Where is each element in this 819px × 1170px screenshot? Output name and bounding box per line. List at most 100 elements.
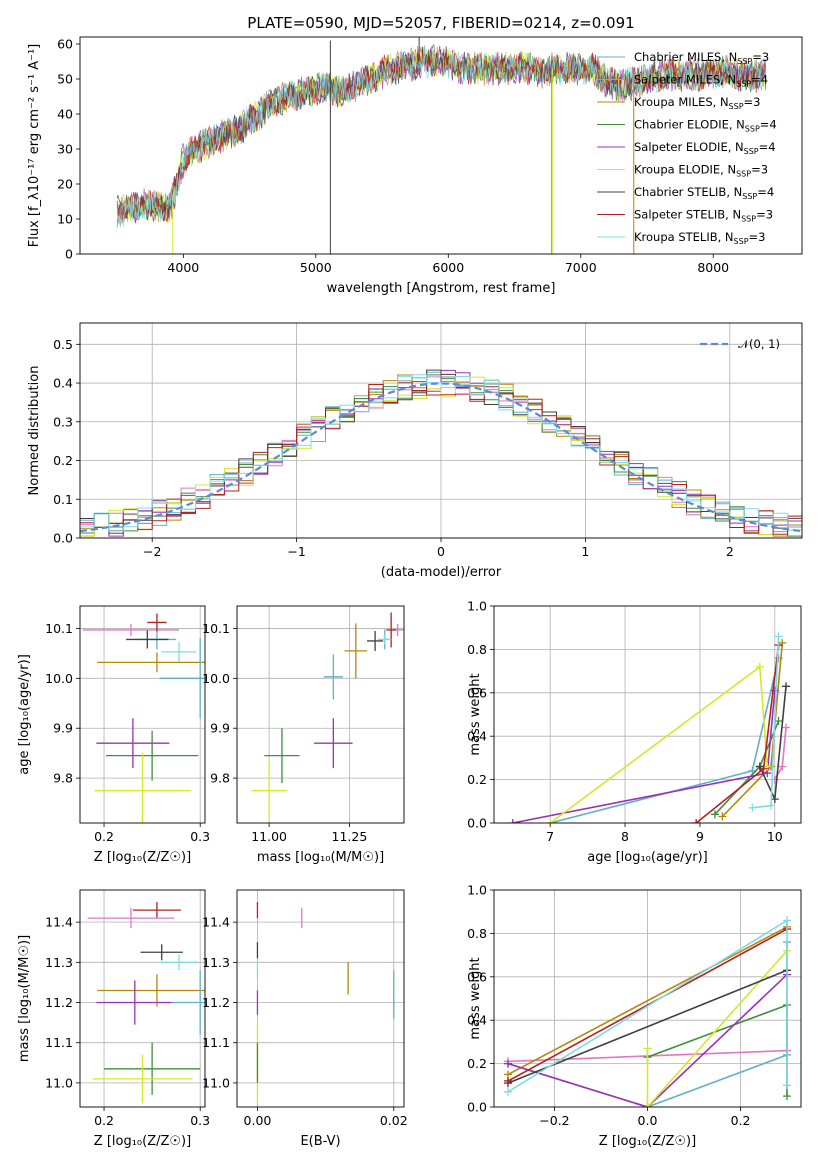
x-tick-label: 7000	[565, 260, 597, 275]
y-tick-label: 10.0	[202, 671, 230, 686]
histogram-step-line	[80, 382, 802, 535]
y-tick-label: 9.9	[53, 721, 73, 736]
x-axis-label: Z [log₁₀(Z/Z☉)]	[599, 1134, 696, 1149]
y-axis-label: mass [log₁₀(M/M☉)]	[17, 935, 32, 1062]
normal-curve	[80, 382, 802, 533]
y-tick-label: 10	[57, 212, 73, 227]
weight-point-marker	[508, 819, 517, 823]
age-vs-mass-panel: 11.00 11.25 9.8 9.9 10.0 10.1 mass [log₁₀(M/M☉…	[202, 605, 405, 865]
weight-point-marker	[782, 723, 791, 732]
y-tick-label: 0.0	[53, 531, 73, 546]
x-tick-label: 11.25	[332, 829, 368, 844]
weight-series	[508, 632, 791, 823]
weight-point-marker	[774, 717, 783, 726]
legend-entry: Kroupa ELODIE, NSSP=3	[634, 163, 768, 179]
y-tick-label: 0.4	[467, 729, 487, 744]
y-tick-label: 11.2	[45, 995, 73, 1010]
weight-line	[507, 926, 788, 1076]
weight-point-marker	[778, 762, 787, 771]
y-axis-label: Normed distribution	[27, 366, 42, 496]
y-tick-label: 1.0	[467, 599, 487, 614]
y-tick-label: 11.3	[202, 955, 230, 970]
y-tick-label: 11.1	[202, 1035, 230, 1050]
y-tick-label: 0.6	[467, 685, 487, 700]
x-axis-label: Z [log₁₀(Z/Z☉)]	[94, 850, 191, 865]
weight-point-marker	[503, 1076, 512, 1085]
spectrum-series-line	[116, 49, 767, 228]
weight-line	[646, 950, 788, 1107]
legend-entry: Salpeter ELODIE, NSSP=4	[634, 140, 776, 156]
y-tick-label: 9.8	[53, 771, 73, 786]
y-tick-label: 0.8	[467, 926, 487, 941]
weight-point-marker	[546, 819, 555, 823]
legend-entry: Salpeter MILES, NSSP=4	[634, 73, 768, 89]
spectrum-panel: 4000 5000 6000 7000 8000 0 10 20 30 40 50 60 wavelen…	[27, 37, 803, 296]
y-tick-label: 0.0	[467, 1100, 487, 1115]
histogram-step-line	[80, 369, 802, 537]
histogram-step-line	[80, 369, 802, 529]
y-tick-label: 0.4	[467, 1013, 487, 1028]
x-axis-label: mass [log₁₀(M/M☉)]	[257, 850, 384, 865]
axes-frame	[493, 889, 802, 1108]
y-tick-label: 0	[65, 247, 73, 262]
weight-point-marker	[783, 916, 792, 925]
x-tick-label: 0.2	[94, 829, 114, 844]
weight-point-marker	[759, 764, 768, 773]
y-tick-label: 0.0	[467, 816, 487, 831]
weight-point-marker	[770, 795, 779, 804]
legend-entry: Chabrier STELIB, NSSP=4	[634, 185, 774, 201]
legend-entry: Chabrier MILES, NSSP=3	[634, 50, 769, 66]
x-axis-label: (data-model)/error	[381, 565, 502, 580]
y-tick-label: 9.8	[210, 771, 230, 786]
mass-vs-metallicity-panel: 0.2 0.3 11.0 11.1 11.2 11.3 11.4 Z [log₁₀(Z/Z☉)…	[17, 889, 210, 1149]
error-bars	[82, 613, 205, 823]
y-tick-label: 0.8	[467, 642, 487, 657]
figure-title: PLATE=0590, MJD=52057, FIBERID=0214, z=0…	[247, 14, 634, 32]
legend-entry: Chabrier ELODIE, NSSP=4	[634, 118, 777, 134]
y-tick-label: 60	[57, 37, 73, 52]
x-tick-label: 9	[696, 829, 704, 844]
y-tick-label: 50	[57, 72, 73, 87]
weight-point-marker	[643, 1044, 652, 1053]
weight-line	[507, 969, 788, 1084]
histogram-step-line	[80, 376, 802, 537]
y-axis-label: age [log₁₀(age/yr)]	[17, 654, 32, 775]
y-tick-label: 0.3	[53, 414, 73, 429]
x-tick-label: 0.0	[638, 1113, 658, 1128]
axes-frame	[493, 605, 802, 824]
x-tick-label: 2	[726, 544, 734, 559]
weight-line	[507, 974, 788, 1107]
y-tick-label: 10.0	[45, 671, 73, 686]
y-tick-label: 0.2	[467, 772, 487, 787]
x-tick-label: 8000	[697, 260, 729, 275]
error-bars	[256, 902, 395, 1103]
legend-entry: Salpeter STELIB, NSSP=3	[634, 208, 773, 224]
x-axis-label: E(B-V)	[300, 1134, 340, 1149]
residual-histogram-panel: −2 −1 0 1 2 0.0 0.1 0.2 0.3 0.4 0.5 (data-model)/er…	[27, 322, 803, 580]
weight-point-marker	[503, 1059, 512, 1068]
legend-entry: Kroupa STELIB, NSSP=3	[634, 230, 765, 246]
axes-frame	[236, 889, 405, 1108]
weight-point-marker	[692, 819, 701, 823]
weight-point-marker	[767, 801, 776, 810]
error-bars	[87, 902, 205, 1103]
x-tick-label: 0.02	[380, 1113, 408, 1128]
y-tick-label: 11.1	[45, 1035, 73, 1050]
y-tick-label: 11.4	[45, 915, 73, 930]
age-vs-metallicity-panel: 0.2 0.3 9.8 9.9 10.0 10.1 Z [log₁₀(Z/Z☉)] age […	[17, 605, 210, 865]
mass-weight-vs-metallicity-panel: −0.2 0.0 0.2 0.0 0.2 0.4 0.6 0.8 1.0 Z [log₁₀(Z/Z…	[467, 883, 802, 1149]
weight-point-marker	[710, 810, 719, 819]
mass-weight-vs-age-panel: 7 8 9 10 0.0 0.2 0.4 0.6 0.8 1.0 age [log₁₀(age/yr…	[467, 599, 802, 865]
y-tick-label: 0.2	[53, 453, 73, 468]
y-tick-label: 0.5	[53, 337, 73, 352]
weight-point-marker	[748, 803, 757, 812]
weight-point-marker	[503, 1087, 512, 1096]
axes-frame	[79, 605, 206, 824]
spectrum-series-line	[116, 46, 767, 222]
y-tick-label: 11.4	[202, 915, 230, 930]
x-axis-label: wavelength [Angstrom, rest frame]	[327, 281, 556, 296]
error-bars	[251, 612, 404, 821]
weight-point-marker	[774, 632, 783, 641]
weight-point-marker	[718, 812, 727, 821]
